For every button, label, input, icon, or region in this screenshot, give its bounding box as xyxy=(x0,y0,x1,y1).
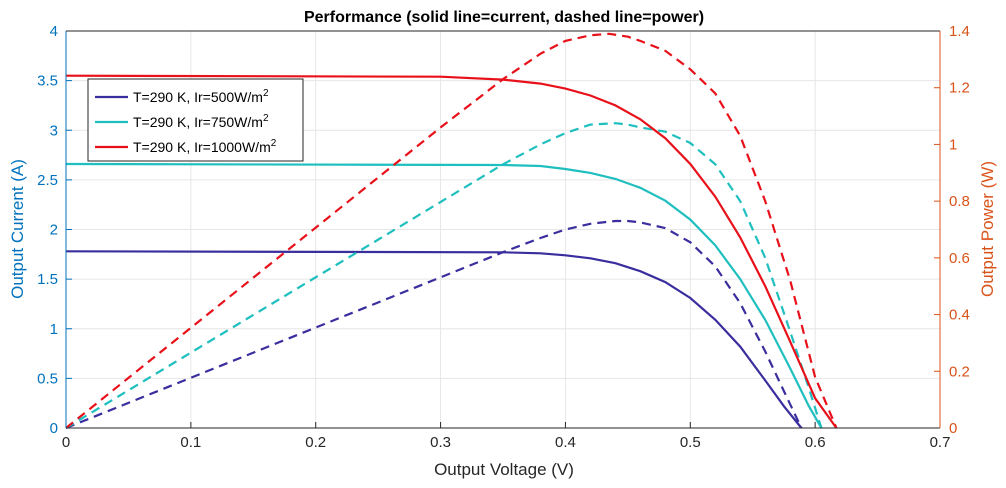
legend-label-text: T=290 K, Ir=500W/m xyxy=(133,89,263,105)
y-left-tick-label: 3.5 xyxy=(37,73,58,90)
legend-label-superscript: 2 xyxy=(271,138,277,149)
x-tick-label: 0.3 xyxy=(430,434,451,451)
plot-series xyxy=(65,32,838,430)
y-left-tick-label: 1 xyxy=(50,321,58,338)
x-axis-title: Output Voltage (V) xyxy=(434,460,574,479)
y-right-axis-title: Output Power (W) xyxy=(978,161,997,297)
axes: 0 0.1 0.2 0.3 0.4 0.5 0.6 0.700.511.522.533.540… xyxy=(37,23,970,451)
legend-label-text: T=290 K, Ir=1000W/m xyxy=(133,139,271,155)
legend-label-1: T=290 K, Ir=500W/m2 xyxy=(133,88,269,105)
y-left-tick-label: 0.5 xyxy=(37,370,58,387)
x-tick-label: 0.7 xyxy=(930,434,951,451)
x-tick-label: 0.6 xyxy=(805,434,826,451)
power-curve-1 xyxy=(65,219,803,430)
x-tick-label: 0.2 xyxy=(305,434,326,451)
x-tick-label: 0 xyxy=(62,434,70,451)
y-right-tick-label: 1.2 xyxy=(949,80,970,97)
y-left-tick-label: 4 xyxy=(50,23,58,40)
power-curve-3 xyxy=(65,32,838,429)
x-tick-label: 0.5 xyxy=(680,434,701,451)
y-left-tick-label: 3 xyxy=(50,122,58,139)
legend-items: T=290 K, Ir=500W/m2T=290 K, Ir=750W/m2T=… xyxy=(95,88,277,155)
current-curve-2 xyxy=(65,162,823,429)
y-right-tick-label: 0.4 xyxy=(949,307,970,324)
y-left-axis-title: Output Current (A) xyxy=(8,159,27,299)
y-right-tick-label: 0.2 xyxy=(949,363,970,380)
y-left-tick-label: 2 xyxy=(50,222,58,239)
legend-label-superscript: 2 xyxy=(263,113,269,124)
current-curve-3 xyxy=(65,74,838,429)
y-right-tick-label: 0.6 xyxy=(949,250,970,267)
power-curve-2 xyxy=(65,122,823,429)
x-tick-label: 0.4 xyxy=(555,434,576,451)
y-left-tick-label: 0 xyxy=(50,420,58,437)
y-right-tick-label: 0 xyxy=(949,420,957,437)
y-left-tick-label: 1.5 xyxy=(37,271,58,288)
legend-label-superscript: 2 xyxy=(263,88,269,99)
legend: T=290 K, Ir=500W/m2T=290 K, Ir=750W/m2T=… xyxy=(87,78,304,162)
y-right-tick-label: 1.4 xyxy=(949,23,970,40)
current-curve-1 xyxy=(65,250,803,429)
y-right-tick-label: 1 xyxy=(949,136,957,153)
legend-label-text: T=290 K, Ir=750W/m xyxy=(133,114,263,130)
legend-label-3: T=290 K, Ir=1000W/m2 xyxy=(133,138,277,155)
y-right-tick-label: 0.8 xyxy=(949,193,970,210)
x-tick-label: 0.1 xyxy=(180,434,201,451)
y-left-tick-label: 2.5 xyxy=(37,172,58,189)
chart-title: Performance (solid line=current, dashed … xyxy=(304,9,704,26)
legend-label-2: T=290 K, Ir=750W/m2 xyxy=(133,113,269,130)
